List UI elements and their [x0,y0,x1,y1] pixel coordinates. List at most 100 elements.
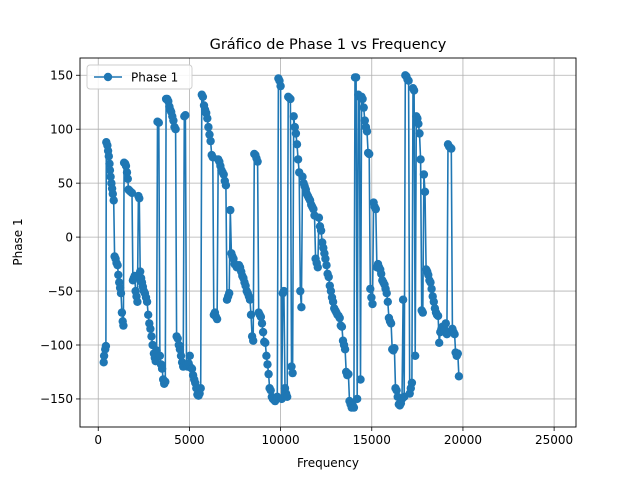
data-point [288,368,297,378]
data-point [256,312,266,322]
data-point [359,103,368,112]
data-point [113,261,122,270]
x-tick-label: 0 [94,433,102,447]
data-point [293,155,303,164]
data-point [368,299,377,309]
data-point [101,341,111,351]
data-point [398,295,408,304]
axis-layer: 0 5000 10000 15000 20000 25000 −150 −100 −50 0 50 1… [40,69,573,447]
data-point [204,122,213,132]
data-point [263,360,272,369]
data-point [411,351,420,360]
data-point [196,384,205,393]
data-point [146,324,155,333]
data-point [225,289,234,298]
data-point [353,394,362,404]
data-point [266,386,275,395]
chart-title: Gráfico de Phase 1 vs Frequency [210,37,447,53]
data-point [133,297,142,306]
data-point [453,349,462,358]
data-point [155,351,165,360]
data-point [356,375,365,384]
data-point [121,161,131,171]
data-point [279,286,289,296]
data-point [203,114,212,123]
data-point [290,122,299,132]
data-point [415,129,424,138]
data-point [427,284,436,294]
data-point [433,311,443,321]
data-point [442,330,452,339]
data-point [136,267,145,276]
x-tick-label: 25000 [535,433,573,447]
data-point [119,321,128,330]
data-point [418,308,427,317]
data-point [407,378,417,387]
data-point [292,140,302,149]
data-point [264,369,273,379]
data-point [245,295,255,304]
data-point [246,310,256,319]
y-tick-label: 50 [58,176,73,190]
data-point [175,345,185,354]
y-tick-label: −50 [48,284,73,298]
data-point [205,130,214,139]
data-point [390,344,399,353]
data-point [328,297,338,306]
data-point [426,278,435,287]
data-point [185,351,194,360]
legend-marker-swatch [103,72,113,82]
data-point [258,327,268,337]
y-tick-label: 100 [50,123,73,137]
data-point [351,73,361,82]
data-point [169,116,178,125]
data-point [287,362,296,371]
legend: Phase 1 [86,64,193,90]
data-point [142,297,152,306]
data-point [226,205,235,215]
data-point [454,372,464,381]
data-point [262,351,271,360]
data-point [382,289,391,298]
data-point [109,196,118,205]
data-point [386,319,396,328]
y-tick-label: −150 [40,392,73,406]
data-point [206,136,215,146]
plot-frame [79,57,577,428]
data-point [173,334,182,343]
data-point [198,92,208,102]
data-point [123,174,132,183]
data-point [261,338,270,347]
data-point [297,303,306,312]
data-point [286,94,295,104]
data-point [116,289,126,298]
data-point [337,322,347,331]
data-point [344,369,353,379]
data-point [441,319,450,328]
legend-box [86,64,193,90]
data-point [377,269,386,278]
data-point [349,403,359,412]
data-point [309,204,318,214]
legend-entry-phase-1: Phase 1 [131,71,178,85]
data-point [105,166,115,175]
data-point [291,129,301,138]
data-point [283,392,292,401]
data-point [144,310,153,319]
data-point [161,377,170,386]
data-point [392,386,401,395]
data-point [371,204,380,214]
data-point [313,263,322,272]
x-tick-label: 15000 [353,433,391,447]
x-tick-label: 10000 [261,433,299,447]
data-point [296,286,305,296]
data-point [127,188,137,198]
data-point [257,319,267,328]
data-point [365,149,374,159]
data-point [253,157,262,166]
y-tick-label: 0 [65,230,73,244]
data-point [335,313,344,323]
data-point [171,125,180,134]
data-point [181,111,190,120]
data-point [154,118,163,127]
